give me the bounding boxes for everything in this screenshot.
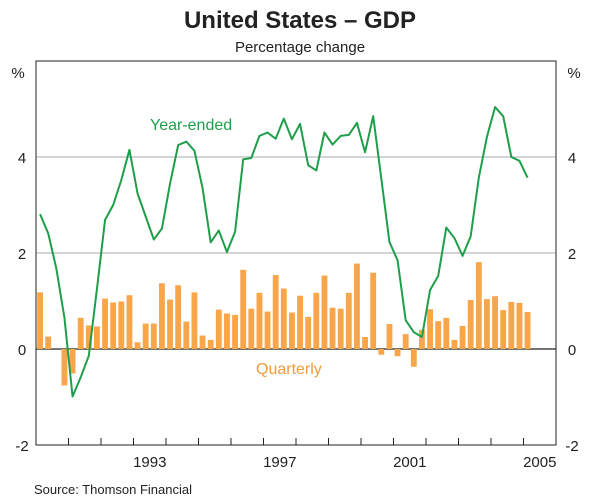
bar-quarterly	[410, 349, 417, 367]
annotation-year-ended: Year-ended	[150, 117, 232, 134]
bar-quarterly	[264, 311, 271, 349]
chart-title: United States – GDP	[184, 7, 416, 34]
y-tick-label-right: 0	[568, 342, 576, 359]
bar-quarterly	[199, 335, 206, 349]
bar-quarterly	[272, 275, 279, 349]
bar-quarterly	[500, 310, 507, 349]
y-tick-label-left: 0	[18, 342, 26, 359]
chart-subtitle: Percentage change	[235, 39, 365, 56]
bar-quarterly	[337, 308, 344, 349]
bar-quarterly	[289, 312, 295, 349]
bar-quarterly	[484, 299, 490, 349]
x-tick-label: 1993	[133, 454, 166, 471]
bar-quarterly	[402, 334, 409, 349]
bar-quarterly	[183, 321, 190, 349]
bar-quarterly	[118, 301, 125, 349]
bar-quarterly	[321, 275, 328, 349]
y-tick-label-left: 2	[18, 246, 26, 263]
bar-quarterly	[305, 316, 312, 349]
bar-quarterly	[467, 300, 474, 349]
y-axis-label-left: %	[11, 65, 24, 82]
bar-quarterly	[134, 342, 141, 349]
bar-quarterly	[345, 292, 352, 349]
y-tick-label-right: -2	[565, 438, 578, 455]
bar-quarterly	[516, 302, 523, 349]
bar-quarterly	[167, 299, 173, 349]
bar-quarterly	[313, 292, 320, 349]
y-tick-label-right: 2	[568, 246, 576, 263]
bar-quarterly	[459, 325, 466, 349]
bar-quarterly	[240, 269, 247, 349]
line-year-ended	[39, 106, 529, 398]
bar-quarterly	[77, 317, 84, 349]
bar-quarterly	[37, 292, 43, 349]
bar-quarterly	[297, 295, 303, 349]
bar-quarterly	[524, 312, 531, 349]
bar-quarterly	[215, 309, 222, 349]
bar-quarterly	[142, 323, 149, 349]
y-tick-label-left: -2	[15, 438, 28, 455]
y-axis-label-right: %	[567, 65, 580, 82]
bar-quarterly	[85, 325, 92, 349]
bar-quarterly	[126, 295, 133, 349]
bar-quarterly	[508, 301, 515, 349]
bar-quarterly	[329, 307, 336, 349]
bar-quarterly	[248, 308, 255, 349]
bar-quarterly	[362, 337, 368, 349]
x-tick-label: 2001	[393, 454, 426, 471]
bar-quarterly	[256, 292, 263, 349]
bar-quarterly	[475, 262, 482, 349]
bar-quarterly	[45, 336, 52, 349]
bar-quarterly	[191, 292, 198, 349]
bar-quarterly	[207, 339, 214, 349]
source-note: Source: Thomson Financial	[34, 482, 192, 497]
bar-quarterly	[61, 349, 68, 386]
bar-quarterly	[102, 298, 108, 349]
bar-quarterly	[370, 272, 377, 349]
x-tick-label: 1997	[263, 454, 296, 471]
bar-quarterly	[378, 349, 385, 355]
y-tick-label-right: 4	[568, 150, 576, 167]
bar-quarterly	[435, 321, 442, 349]
bar-quarterly	[394, 349, 401, 357]
bar-quarterly	[427, 309, 433, 349]
bar-quarterly	[492, 296, 498, 349]
bar-quarterly	[224, 313, 230, 349]
bar-quarterly	[175, 285, 182, 349]
bar-quarterly	[159, 283, 165, 349]
bar-quarterly	[110, 302, 117, 349]
y-tick-label-left: 4	[18, 150, 26, 167]
bar-quarterly	[280, 288, 287, 349]
bar-quarterly	[69, 349, 76, 374]
bar-quarterly	[94, 326, 100, 349]
bar-quarterly	[451, 339, 458, 349]
bar-quarterly	[354, 263, 360, 349]
bar-quarterly	[232, 314, 238, 349]
bar-quarterly	[443, 317, 450, 349]
bar-quarterly	[419, 329, 425, 349]
x-tick-label: 2005	[523, 454, 556, 471]
annotation-quarterly: Quarterly	[256, 361, 322, 378]
bar-quarterly	[386, 324, 393, 349]
bar-quarterly	[150, 323, 157, 349]
